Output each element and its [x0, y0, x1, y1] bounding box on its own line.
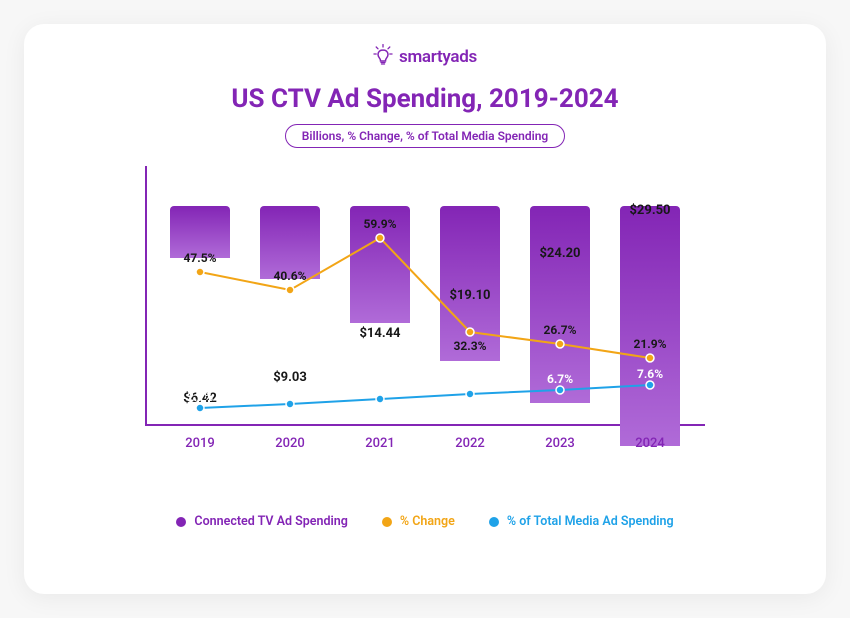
x-axis-label: 2020	[245, 436, 335, 451]
brand-name: smartyads	[399, 47, 477, 67]
subtitle-wrap: Billions, % Change, % of Total Media Spe…	[64, 124, 786, 148]
x-axis-label: 2022	[425, 436, 515, 451]
chart-card: smartyads US CTV Ad Spending, 2019-2024 …	[24, 24, 826, 594]
bar-value-label: $29.50	[605, 203, 695, 218]
pct-change-label: 40.6%	[273, 269, 306, 283]
pct-media-label: 5.7%	[457, 376, 483, 390]
bar-column: $29.50	[605, 206, 695, 466]
bars-container: $6.42$9.03 $14.44 $19.10 $24.20 $29.50	[145, 206, 705, 466]
x-axis-label: 2019	[155, 436, 245, 451]
x-axis-label: 2021	[335, 436, 425, 451]
legend-dot-icon	[176, 517, 186, 527]
bar	[440, 206, 500, 361]
brand-logo: smartyads	[64, 44, 786, 70]
bar-column: $6.42	[155, 206, 245, 466]
bar-value-label: $14.44	[335, 326, 425, 341]
pct-change-label: 47.5%	[183, 251, 216, 265]
chart-subtitle: Billions, % Change, % of Total Media Spe…	[285, 124, 565, 148]
legend-item: % of Total Media Ad Spending	[489, 514, 674, 529]
pct-media-label: 4.7%	[367, 381, 393, 395]
legend: Connected TV Ad Spending % Change % of Tot…	[64, 514, 786, 529]
bar-column: $19.10	[425, 206, 515, 466]
legend-label: Connected TV Ad Spending	[194, 514, 347, 529]
legend-label: % of Total Media Ad Spending	[507, 514, 674, 529]
legend-dot-icon	[489, 517, 499, 527]
legend-dot-icon	[382, 517, 392, 527]
bar-value-label: $24.20	[515, 246, 605, 261]
legend-label: % Change	[400, 514, 455, 529]
pct-change-label: 21.9%	[633, 337, 666, 351]
x-axis-label: 2023	[515, 436, 605, 451]
chart-title: US CTV Ad Spending, 2019-2024	[64, 84, 786, 114]
pct-media-label: 3.7%	[277, 386, 303, 400]
bar-value-label: $9.03	[245, 370, 335, 385]
pct-change-label: 59.9%	[363, 217, 396, 231]
legend-item: Connected TV Ad Spending	[176, 514, 347, 529]
pct-change-label: 26.7%	[543, 323, 576, 337]
pct-media-label: 2.7%	[187, 390, 213, 404]
x-axis-labels: 201920202021202220232024	[145, 436, 705, 451]
pct-change-label: 32.3%	[453, 339, 486, 353]
bar-value-label: $19.10	[425, 288, 515, 303]
pct-media-label: 7.6%	[637, 367, 663, 381]
bar	[620, 206, 680, 446]
pct-media-label: 6.7%	[547, 372, 573, 386]
bar-column: $9.03	[245, 206, 335, 466]
chart-area: $6.42$9.03$14.44$19.10$24.20$29.50 20192…	[145, 166, 705, 466]
x-axis-label: 2024	[605, 436, 695, 451]
lightbulb-icon	[373, 44, 393, 70]
bar-column: $14.44	[335, 206, 425, 466]
legend-item: % Change	[382, 514, 455, 529]
